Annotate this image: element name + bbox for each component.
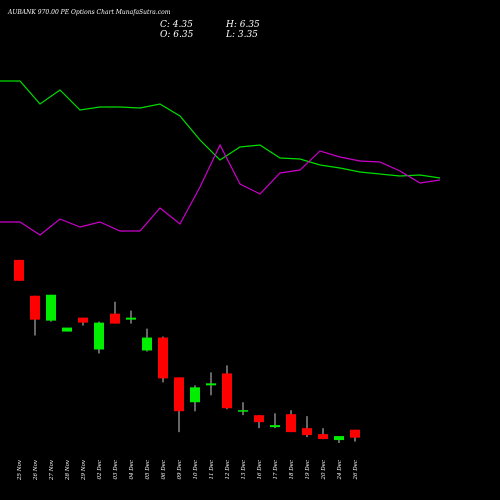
x-tick-label: 05 Dec [145,460,151,480]
candle-body [174,377,184,412]
low-text: L: 3.35 [225,30,258,40]
x-tick-label: 03 Dec [113,460,119,480]
candle-body [222,373,232,409]
x-tick-label: 04 Dec [129,460,135,480]
close-text: C: 4.35 [160,20,193,30]
chart-title: AUBANK 970.00 PE Options Chart MunafaSut… [7,9,171,16]
x-tick-label: 02 Dec [97,460,103,480]
x-tick-label: 17 Dec [273,460,279,480]
candle-body [126,317,136,320]
candle-body [206,383,216,386]
x-tick-label: 29 Nov [81,459,87,481]
x-tick-label: 09 Dec [177,460,183,480]
indicator-line [0,80,441,179]
high-text: H: 6.35 [225,20,260,30]
candle-body [94,322,104,350]
x-tick-label: 06 Dec [161,460,167,480]
x-tick-label: 27 Nov [49,459,55,481]
candle-body [30,295,40,320]
candle-body [286,414,296,433]
x-tick-label: 12 Dec [225,460,231,480]
x-tick-label: 26 Dec [353,460,359,481]
x-tick-label: 24 Dec [337,460,343,481]
x-tick-label: 28 Nov [65,459,71,481]
candle-body [78,317,88,323]
x-tick-label: 18 Dec [289,460,295,480]
x-tick-label: 25 Nov [17,459,23,481]
x-tick-label: 11 Dec [209,460,215,480]
candle-body [238,410,248,412]
x-tick-label: 26 Nov [33,459,39,481]
x-tick-label: 19 Dec [305,460,311,480]
x-tick-label: 10 Dec [193,460,199,480]
candle-body [334,436,344,441]
candle-body [350,429,360,438]
candle-body [62,327,72,332]
candle-body [270,425,280,428]
x-tick-label: 20 Dec [321,460,327,481]
x-tick-label: 13 Dec [241,460,247,480]
indicator-line [0,143,441,236]
candle-body [142,337,152,351]
candle-body [46,294,56,321]
candle-body [318,434,328,440]
candle-body [14,259,24,281]
candle-body [190,387,200,403]
x-tick-label: 16 Dec [257,460,263,480]
candle-body [110,313,120,324]
candle-body [158,337,168,379]
candle-body [302,428,312,436]
open-text: O: 6.35 [160,30,194,40]
candle-body [254,415,264,423]
